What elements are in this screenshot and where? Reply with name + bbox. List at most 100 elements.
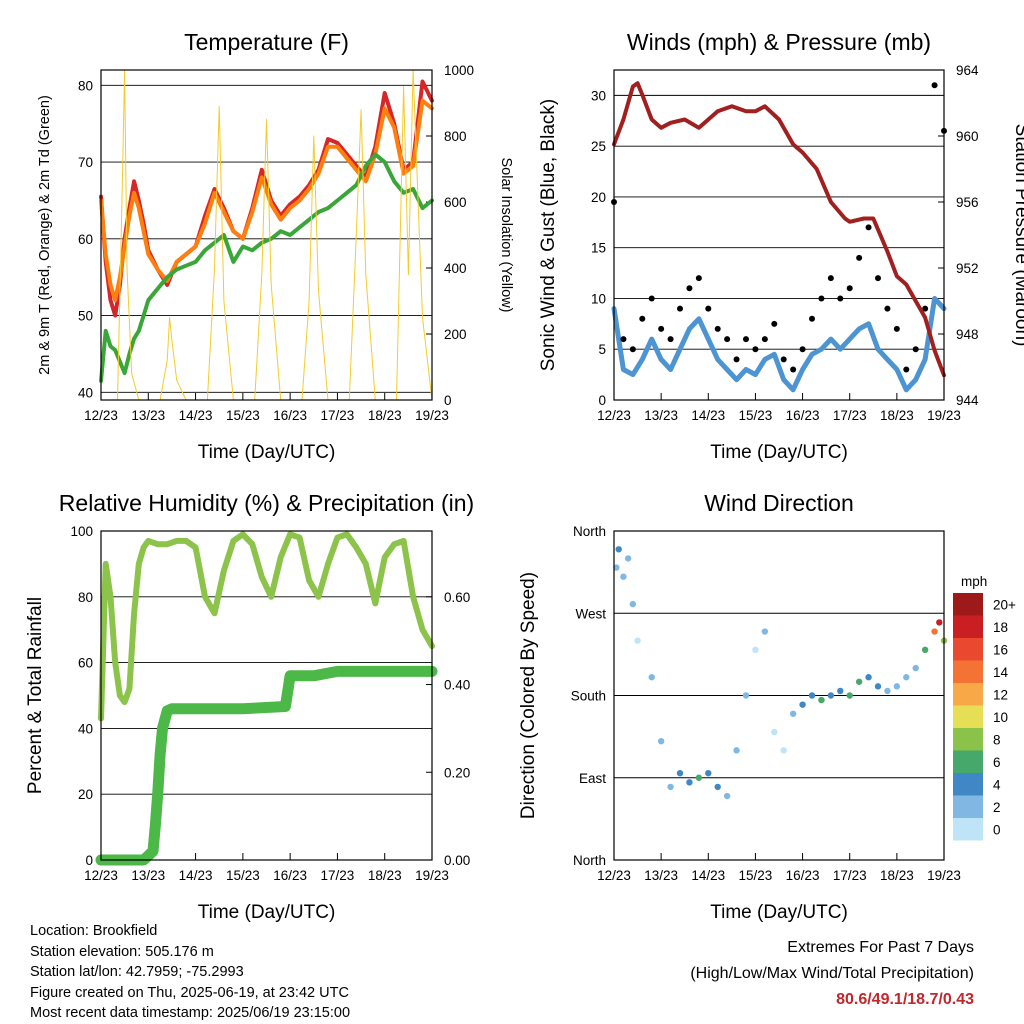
y2-tick-label: 0: [444, 393, 452, 408]
x-tick-label: 16/23: [786, 408, 820, 423]
gust-point: [922, 305, 929, 312]
chart-1: Temperature (F) Time (Day/UTC) 2m & 9m T (…: [37, 29, 514, 463]
colorbar-label: 6: [993, 755, 1001, 770]
latlon-text: Station lat/lon: 42.7959; -75.2993: [30, 964, 244, 980]
x-tick-label: 13/23: [644, 868, 678, 883]
series-line-9m-t: [99, 98, 434, 303]
y-axis-label: Direction (Colored By Speed): [518, 572, 539, 819]
created-text: Figure created on Thu, 2025-06-19, at 23…: [30, 984, 349, 1001]
colorbar-swatch: [953, 593, 983, 616]
series-line-2m-td: [99, 152, 434, 383]
colorbar-label: 4: [993, 777, 1001, 792]
x-tick-label: 14/23: [179, 408, 213, 423]
direction-point: [686, 779, 693, 786]
y2-tick-label: 200: [444, 327, 467, 342]
chart-3: Relative Humidity (%) & Precipitation (i…: [25, 490, 474, 923]
y-tick-label: 50: [78, 309, 93, 324]
direction-point: [714, 783, 721, 791]
gust-point: [752, 346, 759, 353]
y2-tick-label: 600: [444, 195, 467, 210]
y-tick-label: 25: [591, 139, 606, 154]
x-tick-label: 14/23: [691, 408, 725, 423]
direction-point: [761, 628, 769, 635]
y-tick-label: 10: [591, 291, 606, 306]
plot-frame: [613, 530, 945, 861]
direction-point: [634, 637, 641, 644]
gust-point: [714, 325, 721, 332]
y-axis-label: Sonic Wind & Gust (Blue, Black): [538, 99, 559, 371]
direction-point: [624, 555, 632, 562]
y2-tick-label: 0.20: [444, 765, 470, 780]
x-tick-label: 17/23: [321, 408, 355, 423]
gust-point: [799, 346, 806, 353]
y-tick-label: North: [573, 524, 606, 539]
y2-tick-label: 956: [956, 195, 979, 210]
gust-point: [733, 356, 740, 363]
colorbar-label: 20+: [993, 597, 1016, 612]
y-tick-label: 80: [78, 590, 93, 605]
y-tick-label: 20: [591, 190, 606, 205]
colorbar-label: 18: [993, 620, 1008, 635]
gust-point: [884, 305, 891, 312]
chart-2: Winds (mph) & Pressure (mb) Time (Day/UTC…: [538, 29, 1024, 463]
direction-point: [921, 646, 929, 654]
gust-point: [809, 315, 815, 322]
x-tick-label: 12/23: [84, 408, 118, 423]
y-tick-label: 5: [598, 342, 606, 357]
colorbar-swatch: [953, 818, 983, 841]
gust-point: [705, 305, 712, 312]
direction-point: [903, 674, 910, 681]
direction-point: [799, 701, 806, 708]
x-tick-label: 13/23: [131, 408, 165, 423]
series-line-station-pressure: [612, 81, 946, 378]
gust-point: [648, 295, 655, 302]
direction-point: [629, 600, 637, 608]
gust-point: [931, 82, 938, 89]
gust-point: [639, 315, 646, 322]
x-tick-label: 13/23: [131, 868, 165, 883]
x-axis-label: Time (Day/UTC): [710, 902, 848, 923]
direction-point: [931, 628, 938, 635]
elevation-text: Station elevation: 505.176 m: [30, 943, 214, 960]
x-axis-label: Time (Day/UTC): [198, 902, 336, 923]
gust-point: [827, 275, 834, 282]
y-axis-label: Percent & Total Rainfall: [25, 597, 46, 794]
series-line-sonic-wind: [611, 296, 947, 393]
y-tick-label: 100: [70, 524, 93, 539]
x-tick-label: 14/23: [691, 868, 725, 883]
colorbar-swatch: [953, 750, 983, 773]
x-tick-label: 19/23: [415, 408, 449, 423]
y-tick-label: North: [573, 853, 606, 868]
gust-point: [846, 285, 853, 292]
x-tick-label: 17/23: [833, 408, 867, 423]
y-tick-label: East: [579, 771, 606, 786]
x-tick-label: 12/23: [597, 868, 631, 883]
y2-tick-label: 960: [956, 129, 979, 144]
colorbar-label: 0: [993, 822, 1001, 837]
gust-point: [780, 356, 787, 363]
y-tick-label: 15: [591, 241, 606, 256]
colorbar-swatch: [953, 615, 983, 638]
direction-point: [771, 728, 778, 736]
x-tick-label: 18/23: [880, 408, 914, 423]
y2-axis-label: Station Pressure (Maroon): [1011, 124, 1024, 347]
gust-point: [856, 254, 863, 261]
gust-point: [620, 336, 627, 343]
direction-point: [667, 783, 674, 791]
direction-point: [657, 737, 665, 745]
y2-tick-label: 964: [956, 63, 979, 78]
colorbar-label: 8: [993, 732, 1001, 747]
colorbar-swatch: [953, 683, 983, 706]
x-tick-label: 15/23: [739, 868, 773, 883]
direction-point: [818, 696, 825, 704]
chart-title: Relative Humidity (%) & Precipitation (i…: [59, 490, 474, 516]
direction-point: [705, 769, 712, 777]
x-axis-label: Time (Day/UTC): [198, 442, 336, 463]
x-tick-label: 19/23: [415, 868, 449, 883]
gust-point: [865, 224, 872, 231]
extremes-subtitle: (High/Low/Max Wind/Total Precipitation): [690, 965, 974, 982]
chart-title: Temperature (F): [184, 29, 349, 55]
x-tick-label: 16/23: [273, 868, 307, 883]
direction-point: [676, 769, 684, 777]
x-tick-label: 17/23: [321, 868, 355, 883]
